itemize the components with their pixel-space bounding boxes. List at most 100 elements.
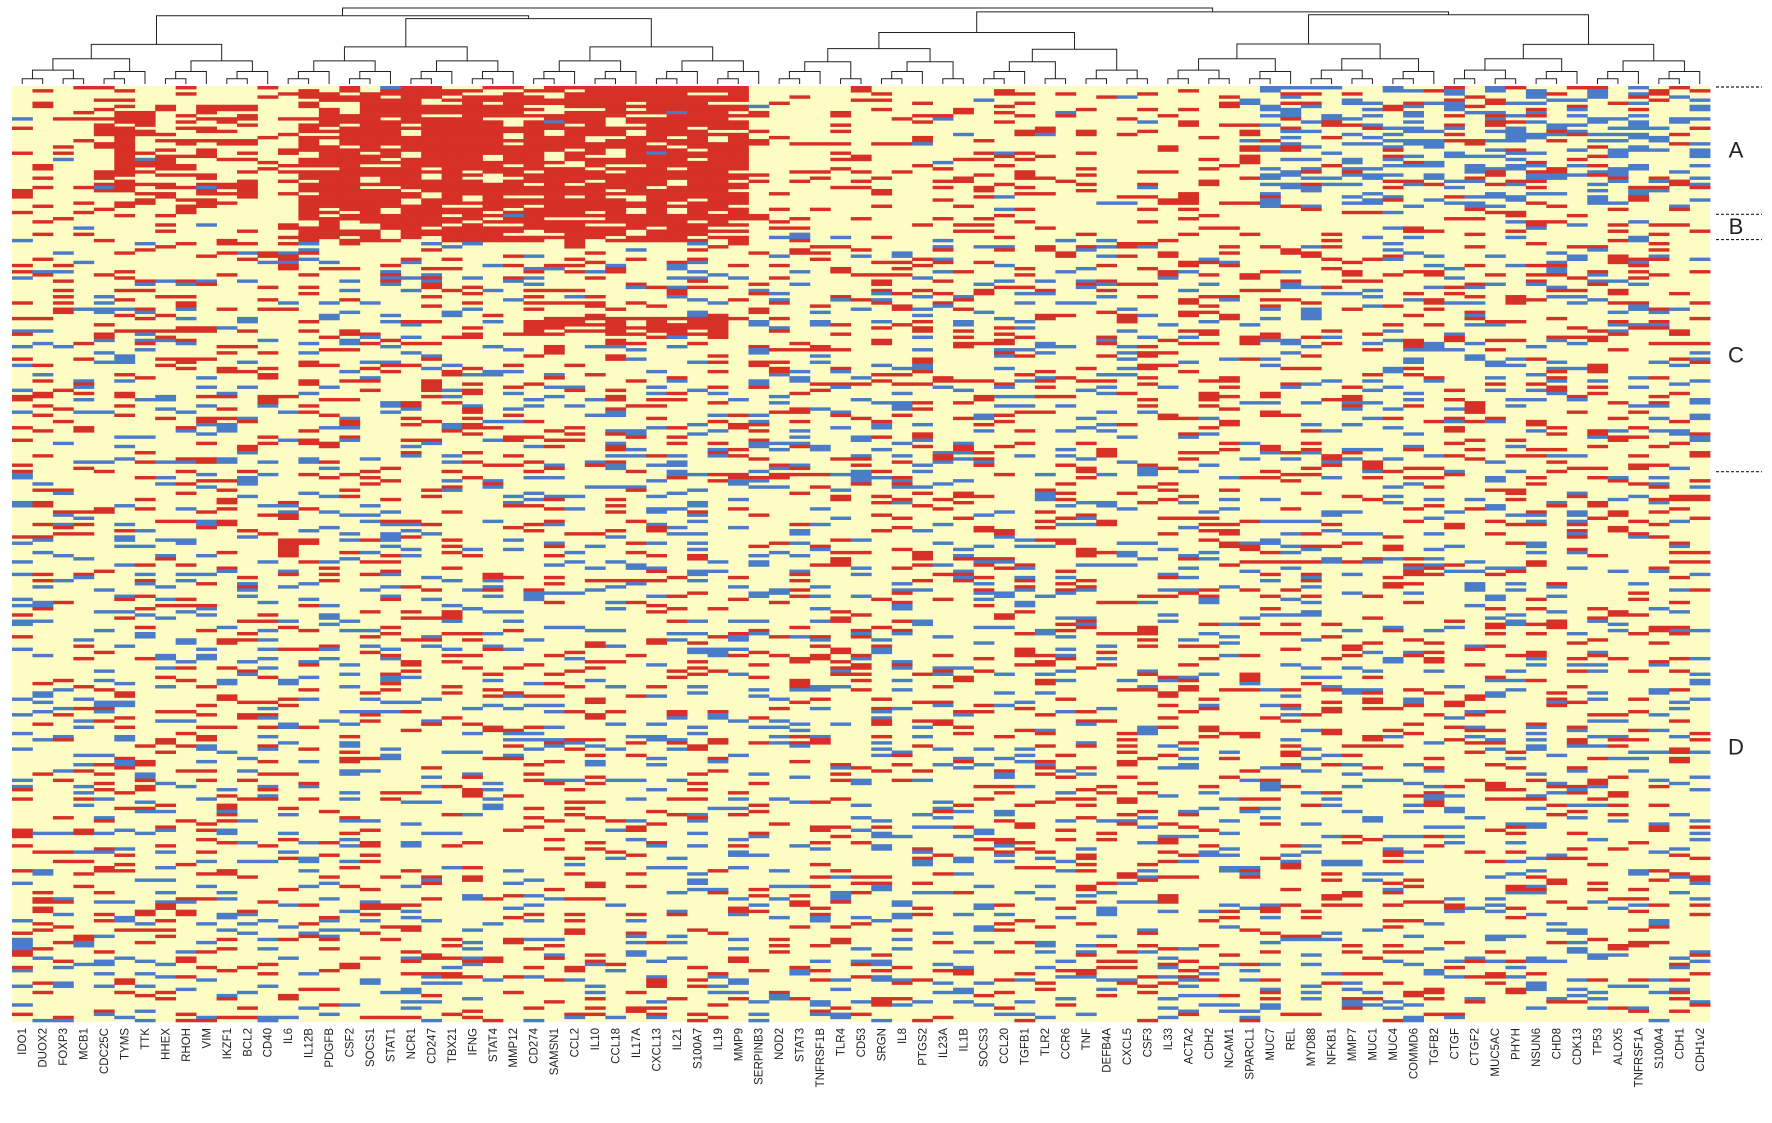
heatmap-cell [687, 928, 708, 932]
heatmap-cell [728, 223, 749, 227]
heatmap-cell [1178, 329, 1199, 333]
heatmap-cell [666, 204, 688, 208]
heatmap-cell [543, 463, 565, 467]
heatmap-cell [1014, 394, 1036, 399]
heatmap-cell [809, 619, 831, 623]
heatmap-cell [359, 482, 381, 486]
heatmap-cell [73, 185, 95, 190]
heatmap-cell [1116, 242, 1138, 246]
heatmap-cell [564, 257, 586, 262]
heatmap-cell [1034, 728, 1056, 733]
heatmap-cell [155, 394, 177, 399]
heatmap-cell [871, 734, 893, 739]
heatmap-cell [1157, 547, 1179, 552]
heatmap-cell [114, 270, 136, 274]
heatmap-cell [564, 978, 586, 982]
heatmap-cell [912, 407, 933, 411]
heatmap-cell [666, 235, 688, 240]
heatmap-cell [728, 525, 749, 530]
heatmap-cell [482, 129, 504, 134]
heatmap-cell [421, 207, 443, 212]
heatmap-cell [462, 788, 483, 792]
heatmap-cell [359, 713, 381, 717]
heatmap-cell [707, 647, 729, 652]
heatmap-cell [789, 282, 811, 286]
heatmap-cell [728, 507, 749, 511]
heatmap-cell [1116, 775, 1138, 779]
heatmap-cell [155, 329, 177, 333]
heatmap-cell [1075, 741, 1097, 745]
heatmap-cell [257, 376, 279, 380]
heatmap-cell [339, 435, 361, 439]
heatmap-cell [400, 148, 422, 152]
heatmap-cell [441, 550, 463, 555]
heatmap-cell [1259, 578, 1281, 583]
heatmap-cell [421, 722, 443, 726]
heatmap-cell [1259, 104, 1281, 109]
heatmap-cell [1034, 341, 1056, 346]
heatmap-cell [1014, 285, 1036, 290]
heatmap-cell [237, 841, 258, 845]
heatmap-cell [73, 139, 95, 143]
heatmap-cell [482, 978, 504, 982]
heatmap-cell [400, 195, 422, 199]
heatmap-cell [646, 210, 668, 215]
heatmap-cell [1239, 731, 1261, 736]
heatmap-cell [666, 263, 688, 268]
heatmap-cell [850, 959, 872, 964]
heatmap-cell [237, 756, 258, 761]
heatmap-cell [359, 198, 381, 202]
heatmap-cell [809, 706, 831, 711]
heatmap-cell [462, 160, 483, 165]
heatmap-cell [625, 837, 647, 842]
heatmap-cell [1116, 688, 1138, 692]
heatmap-cell [12, 535, 33, 539]
heatmap-cell [1239, 273, 1261, 277]
heatmap-cell [1239, 560, 1261, 564]
heatmap-cell [666, 778, 688, 783]
heatmap-cell [871, 722, 893, 726]
heatmap-cell [441, 154, 463, 159]
heatmap-cell [216, 788, 238, 792]
heatmap-cell [1259, 940, 1281, 945]
heatmap-cell [993, 92, 1015, 96]
heatmap-cell [175, 491, 197, 496]
heatmap-cell [1157, 516, 1179, 520]
heatmap-cell [953, 756, 974, 761]
heatmap-cell [728, 454, 749, 458]
heatmap-cell [52, 816, 74, 820]
heatmap-cell [502, 619, 524, 623]
heatmap-cell [462, 878, 483, 882]
heatmap-cell [421, 354, 443, 358]
heatmap-cell [175, 316, 197, 321]
heatmap-cell [1219, 847, 1240, 851]
heatmap-cell [953, 132, 974, 137]
heatmap-cell [359, 853, 381, 857]
heatmap-cell [1116, 812, 1138, 817]
heatmap-cell [400, 535, 422, 539]
heatmap-cell [359, 204, 381, 208]
heatmap-cell [912, 313, 933, 318]
heatmap-cell [625, 582, 647, 586]
heatmap-cell [1219, 298, 1240, 302]
heatmap-cell [339, 663, 361, 667]
heatmap-cell [666, 142, 688, 146]
heatmap-cell [1300, 547, 1322, 552]
heatmap-cell [257, 700, 279, 705]
heatmap-cell [1259, 550, 1281, 555]
dendrogram-branch [1095, 69, 1138, 79]
heatmap-cell [73, 644, 95, 648]
heatmap-cell [134, 376, 156, 380]
heatmap-cell [462, 391, 483, 396]
heatmap-cell [462, 117, 483, 121]
heatmap-cell [380, 479, 402, 483]
heatmap-cell [646, 135, 668, 140]
heatmap-cell [441, 394, 463, 399]
heatmap-cell [441, 510, 463, 514]
heatmap-cell [932, 507, 954, 511]
heatmap-cell [830, 890, 852, 895]
heatmap-cell [155, 398, 177, 402]
heatmap-cell [707, 313, 729, 318]
heatmap-cell [953, 547, 974, 552]
heatmap-cell [482, 198, 504, 202]
